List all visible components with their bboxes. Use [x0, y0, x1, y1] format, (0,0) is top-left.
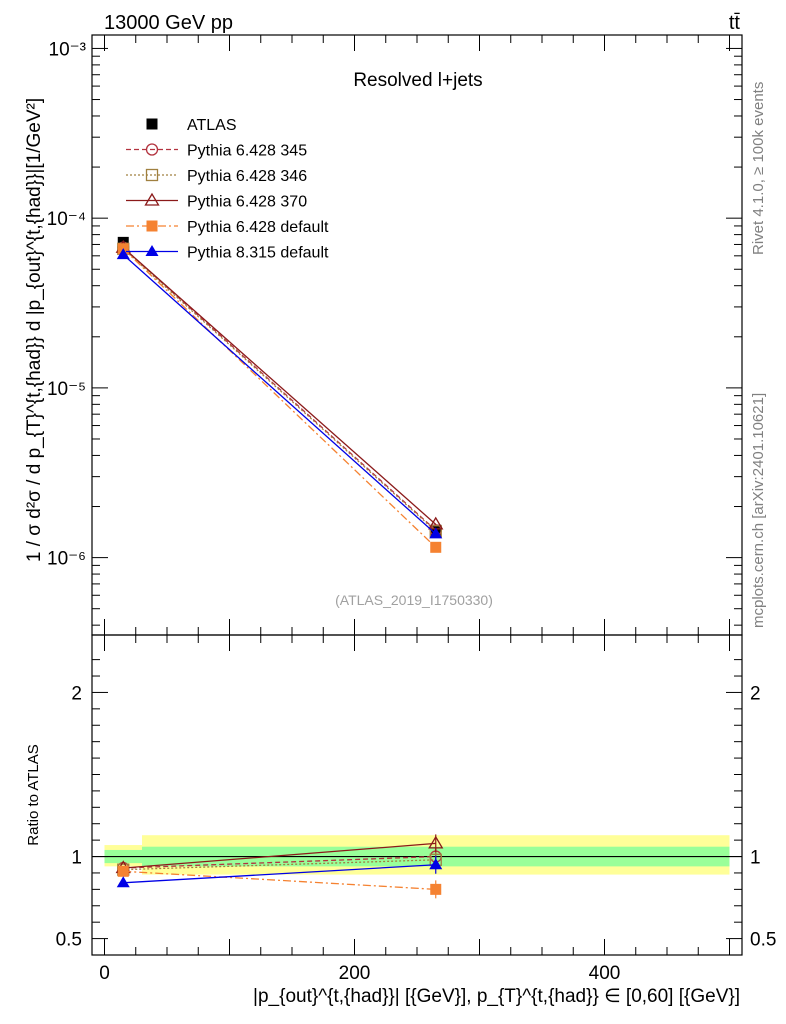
main-y-tick-label: 10⁻³	[49, 39, 87, 60]
legend-label-pythia-6-428-370: Pythia 6.428 370	[187, 194, 307, 211]
legend: ATLAS Pythia 6.428 345 Pythia 6.428 346 Pyt…	[126, 117, 329, 262]
main-series-group	[115, 236, 444, 553]
ratio-uncertainty-bands	[92, 835, 742, 875]
x-tick-label: 0	[99, 963, 110, 984]
ratio-point-pythia-6-428-370	[428, 835, 444, 849]
ratio-y-tick-label-right: 0.5	[750, 930, 776, 951]
legend-marker-pythia-6-428-default	[146, 220, 158, 232]
series-line-pythia-6-428-370	[122, 247, 437, 525]
ratio-line-pythia-6-428-default	[123, 870, 436, 891]
ratio-y-tick-label: 1	[71, 848, 82, 869]
series-line-pythia-6-428-346	[122, 248, 437, 532]
x-tick-label: 400	[589, 963, 621, 984]
legend-marker-pythia-6-428-346	[145, 168, 159, 182]
ratio-y-tick-label-right: 1	[750, 848, 761, 869]
ratio-line-pythia-6-428-370	[123, 842, 436, 869]
ratio-line-pythia-8-315-default	[123, 864, 436, 884]
analysis-id-label: (ATLAS_2019_I1750330)	[335, 592, 493, 608]
ratio-line-pythia-6-428-345	[123, 855, 436, 869]
legend-marker-pythia-6-428-370	[144, 192, 160, 206]
series-line-pythia-6-428-default	[122, 248, 437, 548]
ratio-y-tick-label: 2	[71, 683, 82, 704]
ratio-point-pythia-8-315-default	[116, 876, 130, 888]
process-label: tt̄	[729, 12, 741, 34]
ratio-plot-frame	[91, 634, 743, 956]
main-y-tick-label: 10⁻⁵	[47, 379, 86, 400]
ratio-y-tick-label-right: 2	[750, 683, 761, 704]
point-pythia-8-315-default	[429, 527, 443, 539]
main-y-tick-label: 10⁻⁴	[47, 209, 86, 230]
ratio-line-pythia-6-428-346	[123, 859, 436, 871]
x-axis-title: |p_{out}^{t,{had}}| [{GeV}], p_{T}^{t,{h…	[253, 986, 740, 1007]
series-line-pythia-8-315-default	[122, 254, 437, 535]
ratio-axis-ticks: 0 200 400 0.5 0.5 1 1 2 2	[56, 659, 776, 984]
main-y-tick-label: 10⁻⁶	[47, 549, 86, 570]
energy-label: 13000 GeV pp	[104, 12, 233, 34]
legend-label-pythia-8-315-default: Pythia 8.315 default	[187, 245, 329, 262]
ratio-point-pythia-6-428-default	[117, 865, 129, 877]
legend-label-pythia-6-428-345: Pythia 6.428 345	[187, 143, 307, 160]
point-pythia-8-315-default	[116, 248, 130, 260]
legend-label-atlas: ATLAS	[187, 117, 237, 134]
legend-label-pythia-6-428-default: Pythia 6.428 default	[187, 219, 329, 236]
ratio-y-axis-title: Ratio to ATLAS	[25, 744, 42, 845]
series-line-pythia-6-428-345	[122, 247, 437, 531]
main-y-axis-title: 1 / σ d²σ / d p_{T}^{t,{had}} d |p_{out}…	[24, 98, 45, 562]
chart-title: Resolved l+jets	[353, 70, 482, 91]
ratio-y-tick-label: 0.5	[56, 930, 82, 951]
legend-marker-pythia-8-315-default	[145, 245, 159, 256]
ratio-point-pythia-8-315-default	[429, 858, 443, 870]
main-axis-ticks: 10⁻⁶ 10⁻⁵ 10⁻⁴ 10⁻³	[47, 35, 742, 651]
point-pythia-6-428-default	[430, 541, 442, 553]
mcplots-label: mcplots.cern.ch [arXiv:2401.10621]	[750, 393, 767, 628]
legend-label-pythia-6-428-346: Pythia 6.428 346	[187, 168, 307, 185]
legend-marker-atlas	[146, 118, 158, 130]
x-tick-label: 200	[339, 963, 371, 984]
legend-marker-pythia-6-428-345	[145, 143, 159, 156]
ratio-point-pythia-6-428-default	[430, 883, 442, 895]
ratio-series-group	[115, 834, 444, 899]
rivet-version-label: Rivet 4.1.0, ≥ 100k events	[750, 82, 767, 255]
